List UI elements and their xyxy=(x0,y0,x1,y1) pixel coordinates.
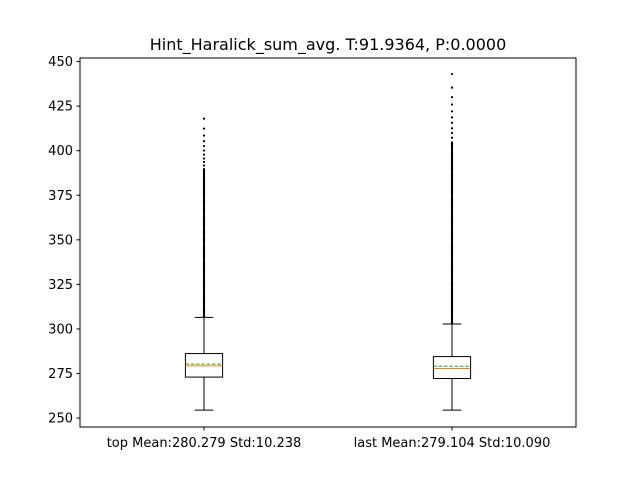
y-tick-label: 275 xyxy=(48,367,73,382)
y-tick-label: 425 xyxy=(48,100,73,115)
outliers xyxy=(202,117,206,318)
outliers xyxy=(450,72,454,325)
outlier-point xyxy=(202,139,206,143)
outlier-point xyxy=(202,153,206,156)
box-iqr xyxy=(432,356,472,380)
outlier-point xyxy=(450,121,454,124)
outlier-point xyxy=(202,127,206,130)
outlier-point xyxy=(202,149,206,152)
outlier-point xyxy=(450,136,454,139)
y-tick-label: 350 xyxy=(48,233,73,248)
y-tick-label: 300 xyxy=(48,322,73,337)
x-tick-label: last Mean:279.104 Std:10.090 xyxy=(354,436,551,451)
outlier-point xyxy=(202,134,206,137)
y-tick-label: 450 xyxy=(48,55,73,70)
outlier-point xyxy=(450,103,454,106)
x-tick-label: top Mean:280.279 Std:10.238 xyxy=(107,436,302,451)
outlier-point xyxy=(450,141,454,144)
boxes xyxy=(184,72,472,411)
y-tick-label: 375 xyxy=(48,189,73,204)
outlier-point xyxy=(450,72,454,76)
outlier-point xyxy=(202,164,206,167)
y-tick-label: 400 xyxy=(48,144,73,159)
y-axis: 250 275 300 325 350 375 400 425 450 xyxy=(48,55,80,427)
y-tick-label: 250 xyxy=(48,412,73,427)
outlier-point xyxy=(202,117,206,120)
y-tick-label: 325 xyxy=(48,278,73,293)
plot-frame xyxy=(79,57,577,428)
box-plot-1 xyxy=(184,117,224,411)
box-iqr xyxy=(184,353,224,378)
outlier-point xyxy=(450,95,454,99)
outlier-point xyxy=(450,86,454,89)
box-plot-2 xyxy=(432,72,472,411)
outlier-point xyxy=(450,116,454,119)
outlier-point xyxy=(450,131,454,135)
outlier-point xyxy=(202,160,206,164)
x-axis: top Mean:280.279 Std:10.238 last Mean:279… xyxy=(107,427,551,451)
chart-title: Hint_Haralick_sum_avg. T:91.9364, P:0.00… xyxy=(150,35,507,55)
outlier-point xyxy=(202,167,206,171)
outlier-point xyxy=(450,127,454,130)
outlier-point xyxy=(202,157,206,160)
outlier-point xyxy=(450,110,454,113)
outlier-point xyxy=(202,144,206,148)
